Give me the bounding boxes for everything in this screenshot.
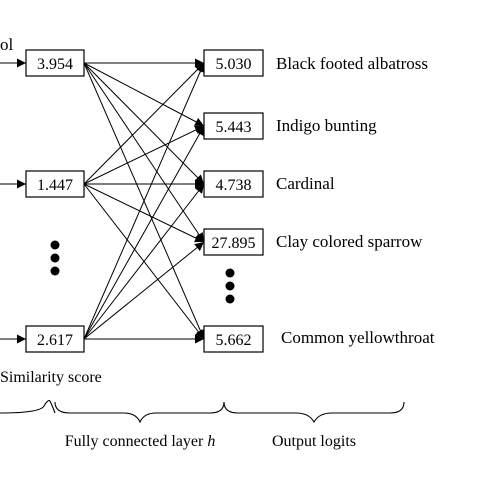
right-node-5: 5.662 bbox=[203, 325, 264, 353]
left-partial-brace bbox=[0, 400, 56, 414]
class-label-1: Black footed albatross bbox=[276, 54, 428, 73]
left-node-2-value: 1.447 bbox=[37, 177, 73, 194]
fc-layer-brace bbox=[54, 401, 225, 424]
left-node-1: 3.954 bbox=[25, 49, 85, 77]
right-node-4: 27.895 bbox=[203, 228, 264, 256]
right-node-2-value: 5.443 bbox=[216, 119, 252, 136]
left-node-3-value: 2.617 bbox=[37, 332, 73, 349]
edge-left-3-to-right-4 bbox=[83, 241, 205, 340]
left-node-2: 1.447 bbox=[25, 170, 85, 198]
output-logits-caption: Output logits bbox=[272, 433, 356, 450]
class-label-4: Clay colored sparrow bbox=[276, 232, 423, 251]
edge-left-2-to-right-1 bbox=[83, 62, 205, 185]
edge-left-3-to-right-3 bbox=[83, 183, 205, 340]
class-label-2: Indigo bunting bbox=[276, 116, 377, 135]
class-label-5: Common yellowthroat bbox=[281, 328, 435, 347]
output-logits-brace bbox=[223, 401, 405, 424]
edge-left-2-to-right-4 bbox=[83, 183, 205, 243]
left-node-1-value: 3.954 bbox=[37, 56, 73, 73]
edge-left-1-to-right-2 bbox=[83, 62, 205, 127]
left-node-3: 2.617 bbox=[25, 325, 85, 353]
edge-left-1-to-right-4 bbox=[83, 62, 205, 243]
edge-left-3-to-right-2 bbox=[83, 125, 205, 340]
right-node-2: 5.443 bbox=[203, 112, 264, 140]
edge-left-2-to-right-2 bbox=[83, 125, 205, 185]
right-node-3-value: 4.738 bbox=[216, 177, 252, 194]
fc-layer-caption: Fully connected layer h bbox=[65, 433, 216, 450]
class-label-3: Cardinal bbox=[276, 174, 335, 193]
right-node-1-value: 5.030 bbox=[216, 56, 252, 73]
fully-connected-edges bbox=[83, 58, 205, 344]
left-ellipsis-dots bbox=[50, 240, 60, 276]
right-ellipsis-dots bbox=[225, 268, 235, 304]
right-node-4-value: 27.895 bbox=[212, 235, 256, 252]
partial-left-label: ol bbox=[0, 35, 14, 54]
right-node-5-value: 5.662 bbox=[216, 332, 252, 349]
right-node-1: 5.030 bbox=[203, 49, 264, 77]
edge-left-3-to-right-1 bbox=[83, 62, 205, 340]
similarity-score-caption: Similarity score bbox=[0, 369, 102, 386]
right-node-3: 4.738 bbox=[203, 170, 264, 198]
